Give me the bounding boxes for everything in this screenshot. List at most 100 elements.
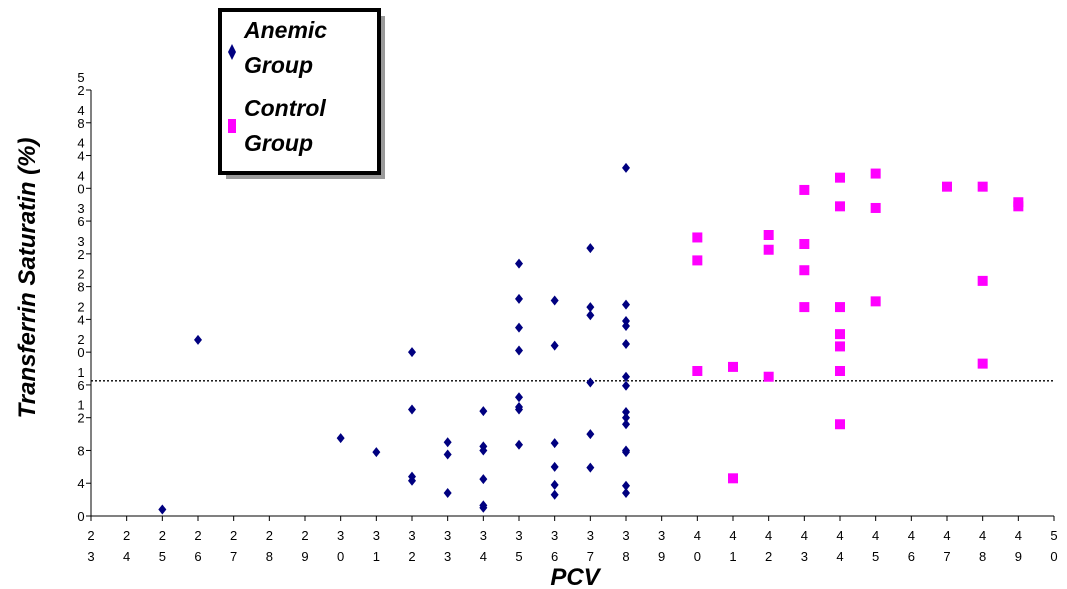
control-point — [799, 265, 810, 276]
legend: Anemic Group Control Group — [218, 8, 385, 179]
anemic-point — [479, 502, 488, 513]
control-point — [728, 361, 738, 372]
control-point — [692, 232, 703, 243]
control-point — [835, 201, 845, 212]
anemic-point — [586, 429, 595, 440]
control-point — [692, 255, 703, 266]
anemic-point — [550, 340, 559, 351]
anemic-point — [622, 338, 630, 349]
control-point — [977, 358, 988, 369]
anemic-point — [550, 295, 559, 306]
control-point — [870, 202, 881, 213]
anemic-point — [515, 293, 523, 304]
anemic-point — [586, 310, 595, 321]
anemic-point — [586, 462, 595, 473]
control-point — [870, 168, 881, 179]
anemic-point — [622, 419, 630, 430]
anemic-point — [622, 299, 630, 310]
anemic-point — [479, 474, 488, 485]
control-point — [799, 239, 810, 250]
anemic-point — [586, 302, 595, 313]
control-point — [870, 296, 881, 307]
plot-area: 2 32 42 52 62 72 82 93 03 13 23 33 43 53 63 73 83 94 04 14 2… — [77, 70, 1057, 564]
anemic-point — [515, 392, 523, 403]
control-point — [692, 365, 703, 376]
anemic-point — [515, 439, 523, 450]
anemic-point — [194, 334, 202, 345]
anemic-point — [408, 347, 416, 358]
control-point — [763, 244, 774, 255]
anemic-point — [443, 488, 452, 499]
control-point — [835, 365, 845, 376]
control-point — [835, 302, 845, 313]
y-tick-label: 0 — [77, 509, 84, 524]
anemic-point — [622, 320, 630, 331]
control-point — [977, 275, 988, 286]
y-tick-label: 8 — [77, 443, 84, 458]
control-point — [835, 172, 845, 183]
anemic-point — [550, 438, 559, 449]
anemic-point — [622, 162, 630, 173]
anemic-point — [158, 504, 167, 515]
control-point — [835, 329, 845, 340]
anemic-point — [372, 447, 381, 458]
control-point — [763, 371, 774, 382]
control-point — [942, 181, 952, 192]
anemic-point — [479, 406, 488, 417]
anemic-point — [550, 479, 559, 490]
control-point — [835, 341, 845, 352]
anemic-point — [443, 449, 452, 460]
anemic-point — [515, 404, 523, 415]
x-axis-title: PCV — [550, 564, 601, 589]
anemic-point — [443, 437, 452, 448]
legend-marker-control — [228, 119, 236, 133]
control-point — [728, 473, 738, 484]
x-axis-ticks: 2 3 2 4 2 5 2 6 2 7 2 8 2 9 3 0 3 1 3 2 3 3 3 4 3 5 3 6 3 7 3 8 3 9 4 0 4 1 4 2… — [87, 516, 1058, 564]
anemic-point — [550, 461, 559, 472]
legend-entries: Anemic Group Control Group — [228, 17, 327, 156]
anemic-point — [622, 488, 630, 499]
anemic-point — [408, 475, 416, 486]
anemic-point — [586, 377, 595, 388]
anemic-point — [622, 480, 630, 491]
legend-marker-anemic — [228, 44, 236, 60]
control-point — [763, 230, 774, 241]
control-point — [977, 181, 988, 192]
anemic-point — [622, 380, 630, 391]
control-point — [835, 419, 845, 430]
control-point — [799, 184, 810, 195]
y-axis-title: Transferrin Saturatin (%) — [14, 138, 41, 419]
y-tick-label: 4 — [77, 476, 84, 491]
anemic-point — [336, 433, 345, 444]
